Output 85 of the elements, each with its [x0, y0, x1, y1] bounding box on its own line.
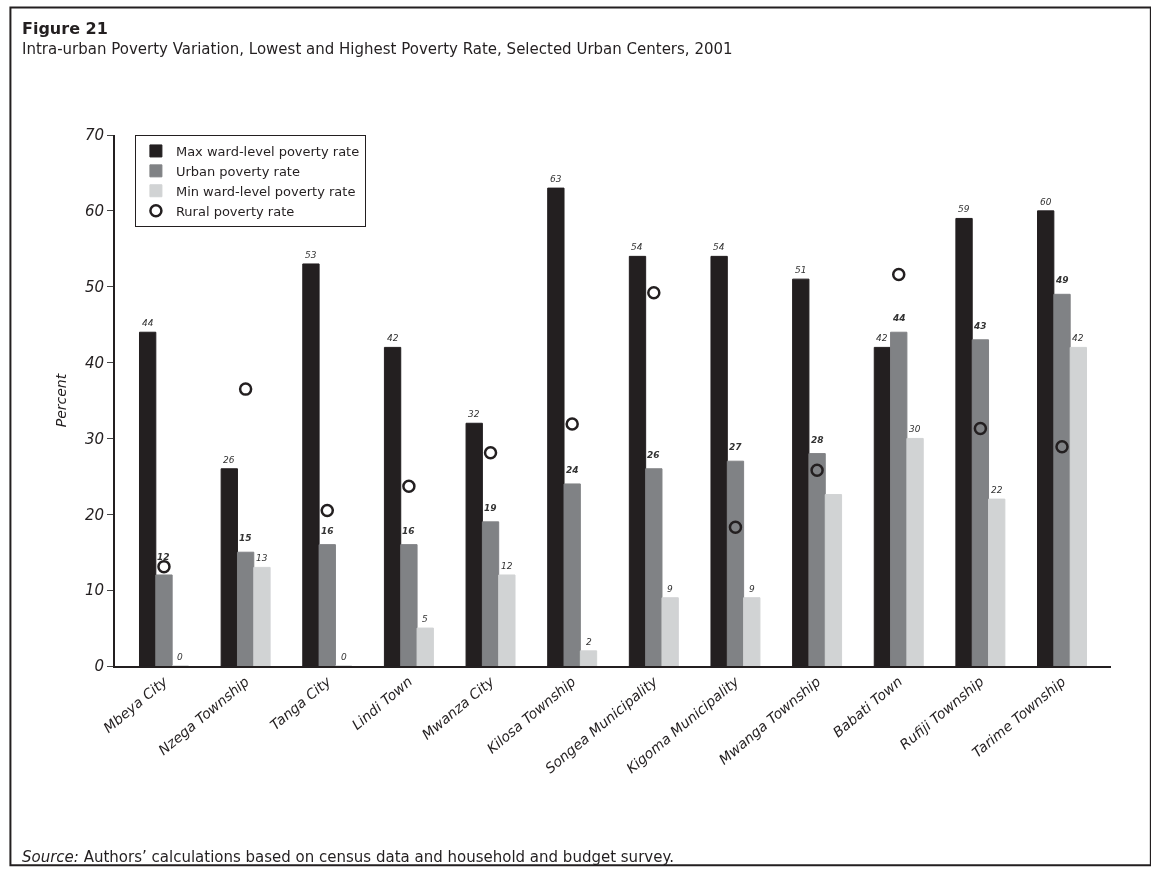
legend-label: Urban poverty rate	[175, 163, 300, 179]
data-label: 16	[321, 526, 334, 536]
bar	[400, 544, 418, 666]
data-label: 12	[501, 561, 513, 571]
data-label: 30	[909, 424, 921, 434]
bar	[988, 498, 1006, 666]
data-label: 42	[387, 333, 399, 343]
data-label: 12	[157, 552, 170, 562]
bar	[236, 551, 255, 666]
data-label: 22	[991, 485, 1003, 495]
bar	[645, 468, 663, 666]
y-axis-title: Percent	[53, 373, 70, 428]
data-label: 54	[631, 242, 643, 252]
data-label: 9	[749, 584, 755, 594]
bar	[579, 650, 598, 666]
data-label: 26	[223, 455, 235, 465]
data-label: 0	[177, 652, 183, 662]
data-label: 59	[958, 204, 970, 214]
bar	[1069, 346, 1088, 666]
chart-title: Figure 21	[22, 19, 108, 38]
point	[973, 421, 988, 436]
data-label: 32	[468, 409, 480, 419]
chart-subtitle: Intra-urban Poverty Variation, Lowest and Highest Poverty Rate, Selected Urban Centers, 2001	[22, 40, 733, 58]
y-tick-label: 60	[84, 202, 104, 221]
point	[810, 463, 824, 478]
data-label: 60	[1040, 197, 1052, 207]
y-tick-label: 10	[84, 581, 104, 600]
bar	[808, 453, 826, 666]
y-tick-label: 70	[84, 126, 104, 145]
data-label: 0	[341, 652, 347, 662]
bar	[890, 331, 908, 666]
data-label: 63	[550, 174, 562, 184]
legend-label: Max ward-level poverty rate	[175, 144, 360, 160]
data-label: 51	[795, 265, 807, 275]
point	[157, 559, 171, 574]
data-label: 27	[729, 442, 743, 452]
data-label: 2	[586, 637, 592, 647]
bar	[743, 597, 761, 666]
point	[1055, 440, 1069, 454]
point	[565, 417, 579, 431]
y-tick-label: 40	[84, 353, 104, 372]
bar	[824, 494, 843, 666]
point	[891, 267, 906, 282]
point	[238, 382, 253, 396]
data-label: 43	[973, 321, 987, 331]
data-label: 44	[142, 318, 154, 328]
bar	[253, 566, 271, 666]
y-tick-label: 50	[84, 277, 104, 296]
data-label: 54	[713, 242, 725, 252]
point	[402, 479, 416, 493]
point	[483, 446, 498, 460]
data-label: 16	[402, 526, 415, 536]
bar	[481, 521, 500, 666]
data-label: 24	[566, 465, 579, 475]
data-label: 9	[667, 584, 673, 594]
bar	[726, 460, 745, 666]
bar	[416, 627, 434, 666]
data-label: 13	[256, 553, 268, 563]
point	[728, 520, 743, 534]
legend-label: Min ward-level poverty rate	[175, 183, 356, 199]
y-tick-label: 20	[84, 505, 104, 524]
data-label: 26	[647, 450, 660, 460]
bar	[661, 597, 679, 666]
data-label: 44	[892, 313, 906, 323]
legend-label: Rural poverty rate	[175, 203, 295, 219]
data-label: 28	[811, 435, 824, 445]
bar	[563, 483, 581, 666]
y-tick-label: 30	[84, 429, 104, 448]
bar	[318, 544, 336, 666]
bar	[498, 574, 516, 666]
bar	[1053, 293, 1071, 666]
source-note: Source: Authors’ calculations based on census data and household and budget survey.	[22, 848, 674, 866]
bar	[971, 339, 990, 666]
y-tick-label: 0	[94, 657, 104, 676]
data-label: 53	[305, 250, 317, 260]
data-label: 42	[1072, 333, 1084, 343]
bar	[155, 574, 173, 666]
point	[647, 286, 661, 300]
data-label: 15	[239, 533, 252, 543]
bar	[906, 437, 924, 666]
data-label: 5	[422, 614, 428, 624]
point	[320, 503, 335, 518]
data-label: 49	[1055, 275, 1069, 285]
data-label: 42	[876, 333, 888, 343]
data-label: 19	[484, 503, 497, 513]
